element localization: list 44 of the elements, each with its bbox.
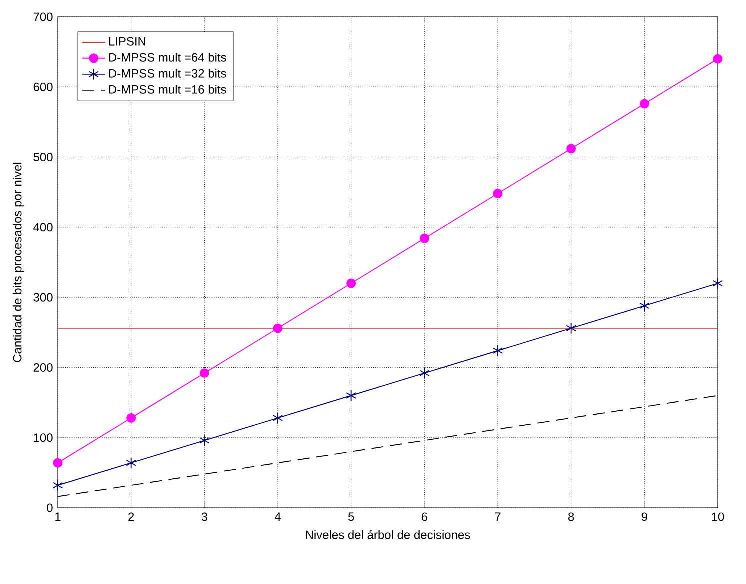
point (126, 457, 136, 469)
y-tick-label: 500 (34, 153, 53, 162)
point (420, 368, 430, 380)
legend-label: D-MPSS mult =16 bits (109, 85, 226, 94)
point (52, 480, 64, 492)
point (346, 278, 356, 288)
point (272, 412, 284, 424)
point (492, 345, 504, 357)
point (712, 278, 724, 290)
x-tick-label: 3 (202, 512, 208, 522)
point (566, 144, 576, 154)
y-tick-label: 0 (47, 504, 53, 512)
legend-label: D-MPSS mult =64 bits (109, 53, 226, 62)
point (346, 390, 356, 402)
x-tick-label: 9 (642, 512, 648, 522)
point (566, 322, 576, 334)
x-tick-label: 6 (422, 512, 428, 522)
point (126, 413, 136, 423)
x-tick-label: 5 (348, 512, 354, 522)
point (493, 189, 503, 198)
point (200, 368, 210, 378)
x-tick-label: 10 (712, 512, 724, 522)
y-tick-label: 400 (34, 223, 53, 232)
y-tick-label: 100 (34, 434, 53, 442)
y-tick-label: 300 (34, 293, 53, 302)
point (53, 458, 63, 468)
point (640, 99, 650, 109)
x-tick-label: 1 (56, 512, 61, 521)
point (713, 54, 723, 64)
y-tick-label: 200 (34, 363, 53, 372)
x-tick-label: 8 (568, 512, 574, 522)
legend-label: LIPSIN (109, 37, 146, 46)
x-tick-label: 7 (495, 512, 501, 521)
y-axis-title: Cantidad de bits procesados por nivel (12, 162, 24, 362)
x-tick-label: 4 (274, 512, 281, 521)
y-tick-label: 700 (34, 12, 53, 22)
y-tick-label: 600 (34, 82, 53, 92)
point (420, 234, 430, 244)
point (200, 434, 210, 446)
point (273, 324, 283, 334)
legend-label: D-MPSS mult =32 bits (109, 69, 226, 78)
x-tick-label: 2 (128, 512, 134, 522)
point (640, 300, 650, 312)
x-axis-title: Niveles del árbol de decisiones (306, 530, 470, 540)
